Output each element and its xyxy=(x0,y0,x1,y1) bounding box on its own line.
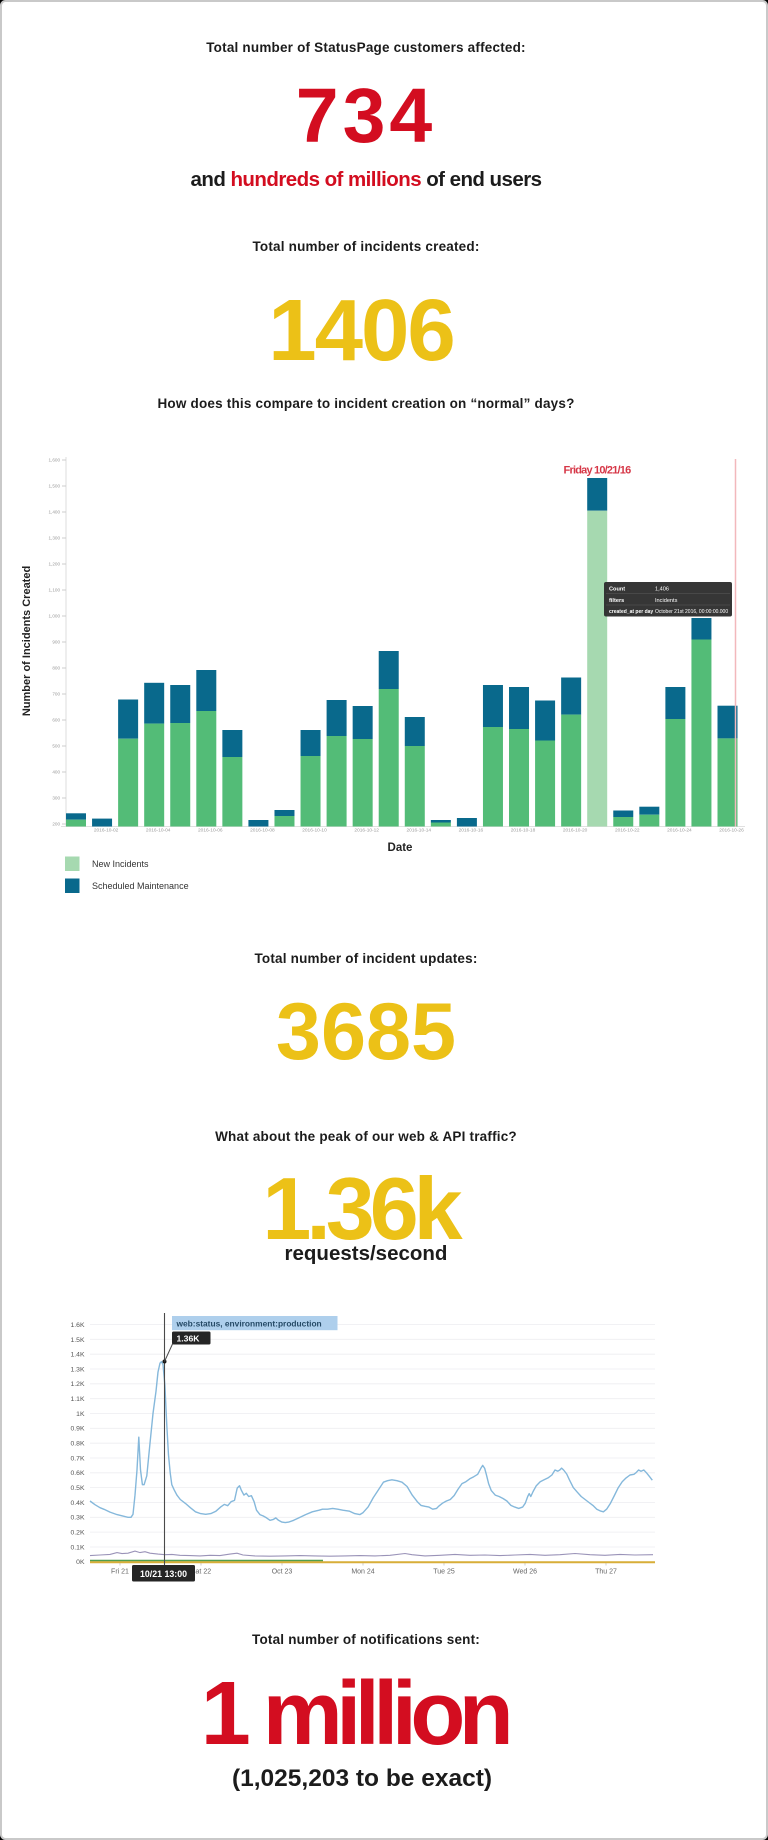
svg-text:2016-10-06: 2016-10-06 xyxy=(198,828,223,834)
svg-text:1,300: 1,300 xyxy=(49,536,61,541)
svg-text:2016-10-04: 2016-10-04 xyxy=(146,828,171,834)
svg-text:New Incidents: New Incidents xyxy=(92,859,149,869)
svg-text:1.5K: 1.5K xyxy=(71,1337,85,1344)
svg-text:2016-10-22: 2016-10-22 xyxy=(615,828,640,834)
svg-text:1K: 1K xyxy=(76,1411,85,1418)
svg-text:created_at per day: created_at per day xyxy=(609,609,653,615)
svg-text:600: 600 xyxy=(52,718,60,723)
svg-text:2016-10-20: 2016-10-20 xyxy=(563,828,588,834)
svg-text:1.36K: 1.36K xyxy=(177,1334,201,1344)
svg-text:filters: filters xyxy=(609,598,624,604)
svg-text:0.1K: 0.1K xyxy=(71,1544,85,1551)
svg-text:Fri 21: Fri 21 xyxy=(111,1569,129,1576)
svg-text:400: 400 xyxy=(52,770,60,775)
svg-text:Number of Incidents Created: Number of Incidents Created xyxy=(21,566,33,716)
svg-text:web:status, environment:produc: web:status, environment:production xyxy=(176,1318,322,1328)
svg-text:0.2K: 0.2K xyxy=(71,1530,85,1537)
svg-text:1,100: 1,100 xyxy=(49,588,61,593)
svg-text:Incidents: Incidents xyxy=(655,598,678,604)
svg-text:Friday 10/21/16: Friday 10/21/16 xyxy=(564,465,632,477)
svg-text:1,400: 1,400 xyxy=(49,510,61,515)
svg-text:Mon 24: Mon 24 xyxy=(351,1569,374,1576)
svg-text:200: 200 xyxy=(52,822,60,827)
svg-text:0K: 0K xyxy=(76,1559,85,1566)
svg-text:1,600: 1,600 xyxy=(49,458,61,463)
svg-text:0.4K: 0.4K xyxy=(71,1500,85,1507)
svg-text:1.4K: 1.4K xyxy=(71,1352,85,1359)
svg-text:Sat 22: Sat 22 xyxy=(191,1569,211,1576)
svg-text:Date: Date xyxy=(388,842,413,854)
svg-text:2016-10-14: 2016-10-14 xyxy=(407,828,432,834)
svg-text:900: 900 xyxy=(52,640,60,645)
svg-text:1.6K: 1.6K xyxy=(71,1322,85,1329)
svg-text:0.3K: 0.3K xyxy=(71,1515,85,1522)
svg-text:Tue 25: Tue 25 xyxy=(433,1569,455,1576)
svg-text:2016-10-26: 2016-10-26 xyxy=(719,828,744,834)
svg-text:0.8K: 0.8K xyxy=(71,1441,85,1448)
svg-text:2016-10-24: 2016-10-24 xyxy=(667,828,692,834)
svg-text:2016-10-10: 2016-10-10 xyxy=(302,828,327,834)
svg-text:0.5K: 0.5K xyxy=(71,1485,85,1492)
svg-text:2016-10-12: 2016-10-12 xyxy=(354,828,379,834)
svg-text:1,000: 1,000 xyxy=(49,614,61,619)
svg-text:0.6K: 0.6K xyxy=(71,1470,85,1477)
svg-text:1,406: 1,406 xyxy=(655,587,669,593)
svg-text:1,500: 1,500 xyxy=(49,484,61,489)
svg-text:2016-10-18: 2016-10-18 xyxy=(511,828,536,834)
svg-text:Scheduled Maintenance: Scheduled Maintenance xyxy=(92,881,189,891)
svg-text:1.2K: 1.2K xyxy=(71,1381,85,1388)
svg-text:Thu 27: Thu 27 xyxy=(595,1569,617,1576)
svg-text:1.3K: 1.3K xyxy=(71,1366,85,1373)
svg-text:Oct 23: Oct 23 xyxy=(272,1569,293,1576)
svg-text:2016-10-08: 2016-10-08 xyxy=(250,828,275,834)
svg-text:2016-10-16: 2016-10-16 xyxy=(459,828,484,834)
svg-text:1,200: 1,200 xyxy=(49,562,61,567)
svg-text:Count: Count xyxy=(609,587,625,593)
svg-text:Wed 26: Wed 26 xyxy=(513,1569,537,1576)
svg-text:0.7K: 0.7K xyxy=(71,1455,85,1462)
svg-text:700: 700 xyxy=(52,692,60,697)
svg-text:500: 500 xyxy=(52,744,60,749)
svg-text:2016-10-02: 2016-10-02 xyxy=(94,828,119,834)
svg-text:800: 800 xyxy=(52,666,60,671)
svg-text:300: 300 xyxy=(52,796,60,801)
svg-text:October 21st 2016, 00:00:00.00: October 21st 2016, 00:00:00.000 xyxy=(655,609,728,615)
svg-text:0.9K: 0.9K xyxy=(71,1426,85,1433)
svg-text:10/21 13:00: 10/21 13:00 xyxy=(140,1569,187,1579)
svg-text:1.1K: 1.1K xyxy=(71,1396,85,1403)
